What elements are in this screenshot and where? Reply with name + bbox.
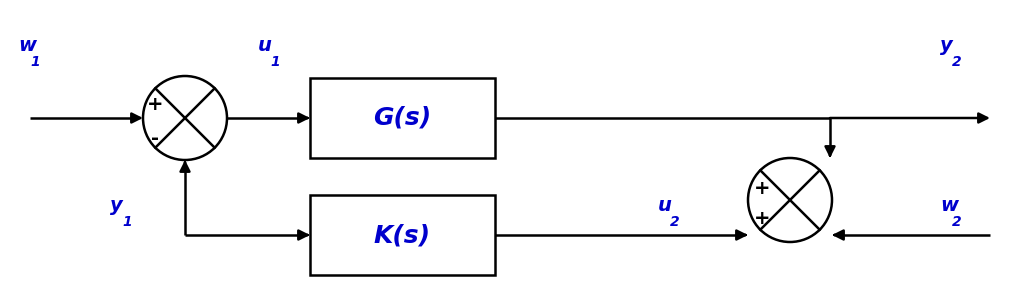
Text: 1: 1 [30, 55, 40, 69]
Text: K(s): K(s) [373, 223, 430, 247]
Text: w: w [18, 36, 36, 55]
Bar [310, 78, 494, 158]
Text: G(s): G(s) [373, 106, 431, 130]
Text: 2: 2 [951, 215, 961, 229]
Text: +: + [753, 208, 769, 227]
Circle shape [747, 158, 832, 242]
Text: y: y [110, 196, 122, 215]
Text: u: u [258, 36, 272, 55]
Text: 1: 1 [270, 55, 279, 69]
Text: 2: 2 [669, 215, 679, 229]
Text: +: + [753, 178, 769, 197]
Text: +: + [147, 95, 163, 114]
Text: w: w [940, 196, 957, 215]
Circle shape [143, 76, 227, 160]
Text: 2: 2 [951, 55, 961, 69]
Bar [310, 195, 494, 275]
Text: -: - [151, 129, 159, 147]
Text: y: y [940, 36, 952, 55]
Text: 1: 1 [122, 215, 131, 229]
Text: u: u [657, 196, 672, 215]
